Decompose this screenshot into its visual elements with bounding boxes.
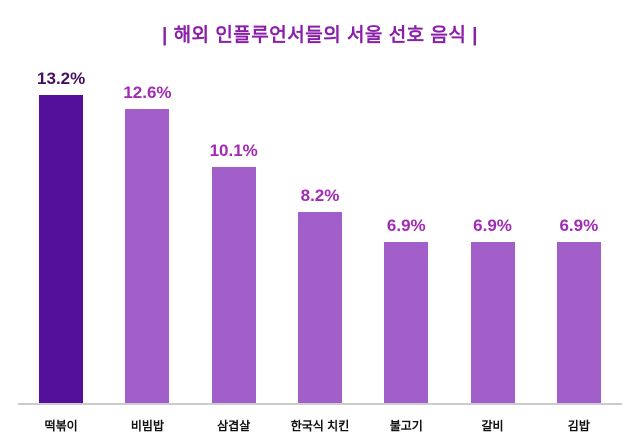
bar-column: 6.9% — [363, 61, 449, 403]
value-label: 8.2% — [300, 186, 340, 205]
bar — [297, 212, 342, 403]
bar — [125, 109, 170, 403]
bar — [211, 167, 256, 403]
bar-plot: 13.2% 12.6% 10.1% 8.2% 6.9% 6.9% 6.9% — [18, 61, 622, 405]
value-label: 13.2% — [37, 69, 86, 88]
bar — [470, 242, 515, 403]
bar — [39, 95, 84, 403]
chart-title: | 해외 인플루언서들의 서울 선호 음식 | — [161, 25, 478, 46]
category-label: 한국식 치킨 — [290, 419, 350, 433]
value-label: 6.9% — [473, 216, 512, 235]
category-label: 비빔밥 — [130, 419, 164, 433]
bar-column: 8.2% — [277, 61, 363, 403]
category-label: 김밥 — [567, 419, 590, 433]
plot-area: 13.2% 12.6% 10.1% 8.2% 6.9% 6.9% 6.9% 떡볶이 비빔밥 삼겹… — [0, 61, 640, 434]
category-label: 갈비 — [481, 419, 504, 433]
category-label: 삼겹살 — [217, 419, 251, 433]
value-label: 6.9% — [559, 216, 599, 235]
bar-column: 6.9% — [536, 61, 622, 403]
bar-column: 12.6% — [104, 61, 190, 403]
value-label: 10.1% — [209, 141, 258, 160]
bar — [556, 242, 601, 403]
bar — [384, 242, 429, 403]
value-label: 12.6% — [123, 83, 172, 102]
bar-column: 13.2% — [18, 61, 104, 403]
bar-column: 6.9% — [449, 61, 535, 403]
category-axis: 떡볶이 비빔밥 삼겹살 한국식 치킨 불고기 갈비 김밥 — [18, 405, 622, 434]
value-label: 6.9% — [386, 216, 426, 235]
category-label: 불고기 — [389, 419, 423, 433]
category-label: 떡볶이 — [44, 419, 78, 433]
bar-column: 10.1% — [191, 61, 277, 403]
